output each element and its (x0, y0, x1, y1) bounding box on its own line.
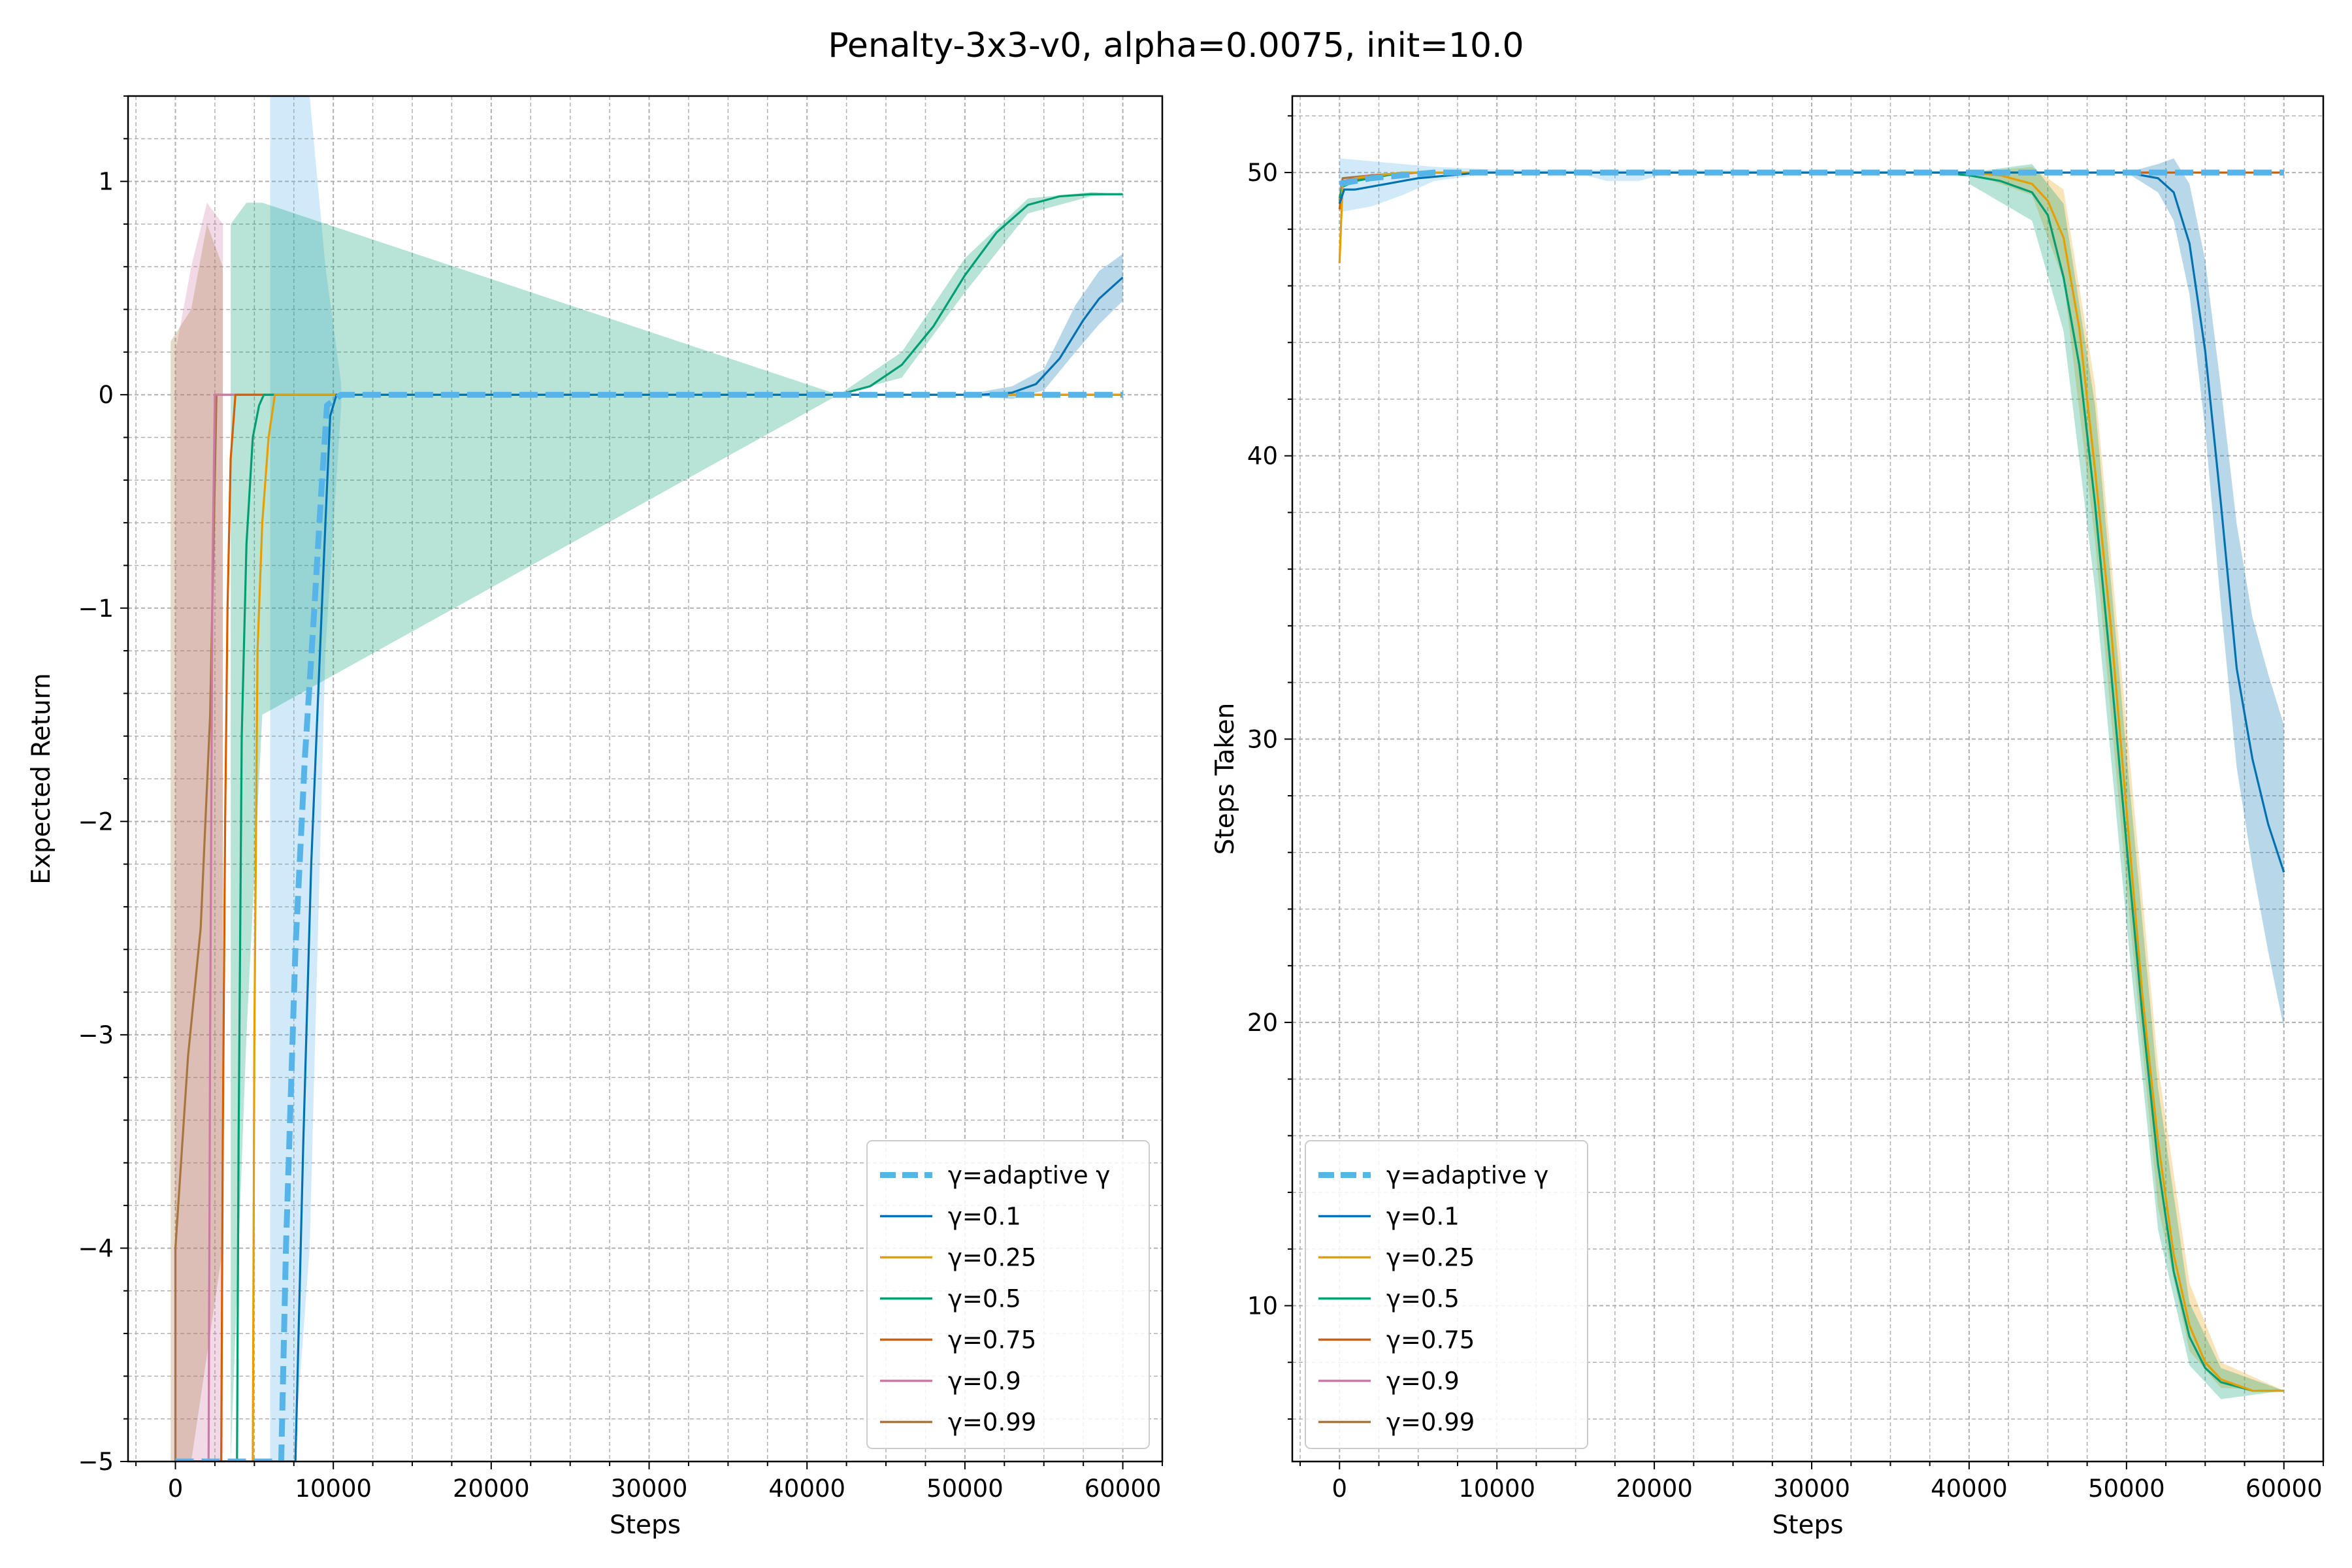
series-line-γ=adaptive γ (1339, 169, 2284, 187)
y-tick-label: 1 (98, 168, 114, 196)
x-tick-label: 40000 (1931, 1475, 2008, 1503)
x-tick-label: 20000 (1616, 1475, 1693, 1503)
series-lines (174, 193, 1124, 1462)
legend-box (866, 1140, 1150, 1449)
legend-box (1305, 1140, 1588, 1449)
legend: γ=adaptive γ γ=0.1 γ=0.25 γ=0.5 γ=0.75 γ=0.9 γ… (1305, 1140, 1588, 1449)
band-γ=0.25 (1968, 167, 2284, 1391)
x-tick-label: 40000 (768, 1475, 845, 1503)
x-tick-label: 30000 (611, 1475, 688, 1503)
y-axis-label: Steps Taken (1211, 703, 1240, 855)
x-tick-label: 10000 (295, 1475, 372, 1503)
series-line-γ=adaptive γ (175, 391, 1123, 1462)
legend-entry-label: γ=adaptive γ (1386, 1162, 1548, 1190)
y-tick-label: −2 (78, 808, 114, 836)
x-axis-label: Steps (1772, 1511, 1843, 1540)
x-tick-label: 10000 (1458, 1475, 1535, 1503)
legend-entry-label: γ=0.25 (948, 1244, 1036, 1272)
legend-entry-label: γ=0.99 (948, 1409, 1036, 1437)
legend-entry-label: γ=0.5 (948, 1285, 1021, 1313)
legend-entry-label: γ=0.9 (1386, 1367, 1460, 1396)
y-tick-label: 10 (1247, 1292, 1278, 1320)
y-tick-label: −3 (78, 1021, 114, 1049)
series-lines (1338, 169, 2285, 1392)
y-tick-label: −5 (78, 1448, 114, 1476)
legend-entry-label: γ=0.75 (1386, 1326, 1475, 1354)
x-tick-label: 60000 (1085, 1475, 1162, 1503)
series-line-γ=0.25 (175, 393, 1123, 1462)
band-γ=0.1 (964, 253, 1123, 399)
series-line-γ=0.1 (1338, 171, 2285, 873)
x-tick-label: 50000 (926, 1475, 1004, 1503)
series-line-γ=0.5 (175, 193, 1123, 1462)
x-tick-label: 60000 (2246, 1475, 2323, 1503)
figure-title: Penalty-3x3-v0, alpha=0.0075, init=10.0 (828, 26, 1524, 65)
y-tick-label: 30 (1247, 725, 1278, 753)
x-tick-label: 50000 (2088, 1475, 2165, 1503)
left-plot-expected-return: 0 10000 20000 30000 40000 50000 60000 Steps −5 −4… (27, 95, 1164, 1540)
band-γ=0.9 (175, 203, 223, 1462)
legend-entry-label: γ=0.1 (1386, 1203, 1460, 1231)
x-tick-label: 0 (1332, 1475, 1348, 1503)
legend-entry-label: γ=0.5 (1386, 1285, 1460, 1313)
legend-entry-label: γ=0.1 (948, 1203, 1021, 1231)
series-line-γ=0.75 (175, 393, 1123, 1462)
legend: γ=adaptive γ γ=0.1 γ=0.25 γ=0.5 γ=0.75 γ=0.9 γ… (866, 1140, 1150, 1449)
y-tick-label: 20 (1247, 1009, 1278, 1037)
x-axis-label: Steps (610, 1511, 681, 1540)
y-tick-label: −1 (78, 595, 114, 623)
band-γ=0.5 (1968, 164, 2284, 1399)
y-tick-label: 0 (98, 381, 114, 409)
x-axis: 0 10000 20000 30000 40000 50000 60000 Steps (1299, 1462, 2324, 1540)
x-tick-label: 0 (168, 1475, 184, 1503)
legend-entry-label: γ=0.25 (1386, 1244, 1475, 1272)
legend-entry-label: γ=0.9 (948, 1367, 1021, 1396)
band-γ=0.5 (231, 191, 1123, 1462)
y-axis-label: Expected Return (27, 673, 56, 885)
right-plot-steps-taken: 0 10000 20000 30000 40000 50000 60000 Steps 10 20… (1211, 95, 2325, 1540)
y-axis: 10 20 30 40 50 Steps Taken (1211, 115, 1292, 1420)
band-γ=0.1 (2126, 158, 2284, 1028)
legend-entry-label: γ=adaptive γ (948, 1162, 1110, 1190)
y-tick-label: 40 (1247, 442, 1278, 470)
y-tick-label: −4 (78, 1234, 114, 1262)
x-tick-label: 20000 (453, 1475, 530, 1503)
legend-entry-label: γ=0.75 (948, 1326, 1036, 1354)
x-axis: 0 10000 20000 30000 40000 50000 60000 Steps (135, 1462, 1163, 1540)
legend-entry-label: γ=0.99 (1386, 1409, 1475, 1437)
y-tick-label: 50 (1247, 159, 1278, 187)
y-axis: −5 −4 −3 −2 −1 0 1 Expected Return (27, 95, 128, 1476)
x-tick-label: 30000 (1773, 1475, 1850, 1503)
axes-frame (1291, 95, 2325, 1463)
